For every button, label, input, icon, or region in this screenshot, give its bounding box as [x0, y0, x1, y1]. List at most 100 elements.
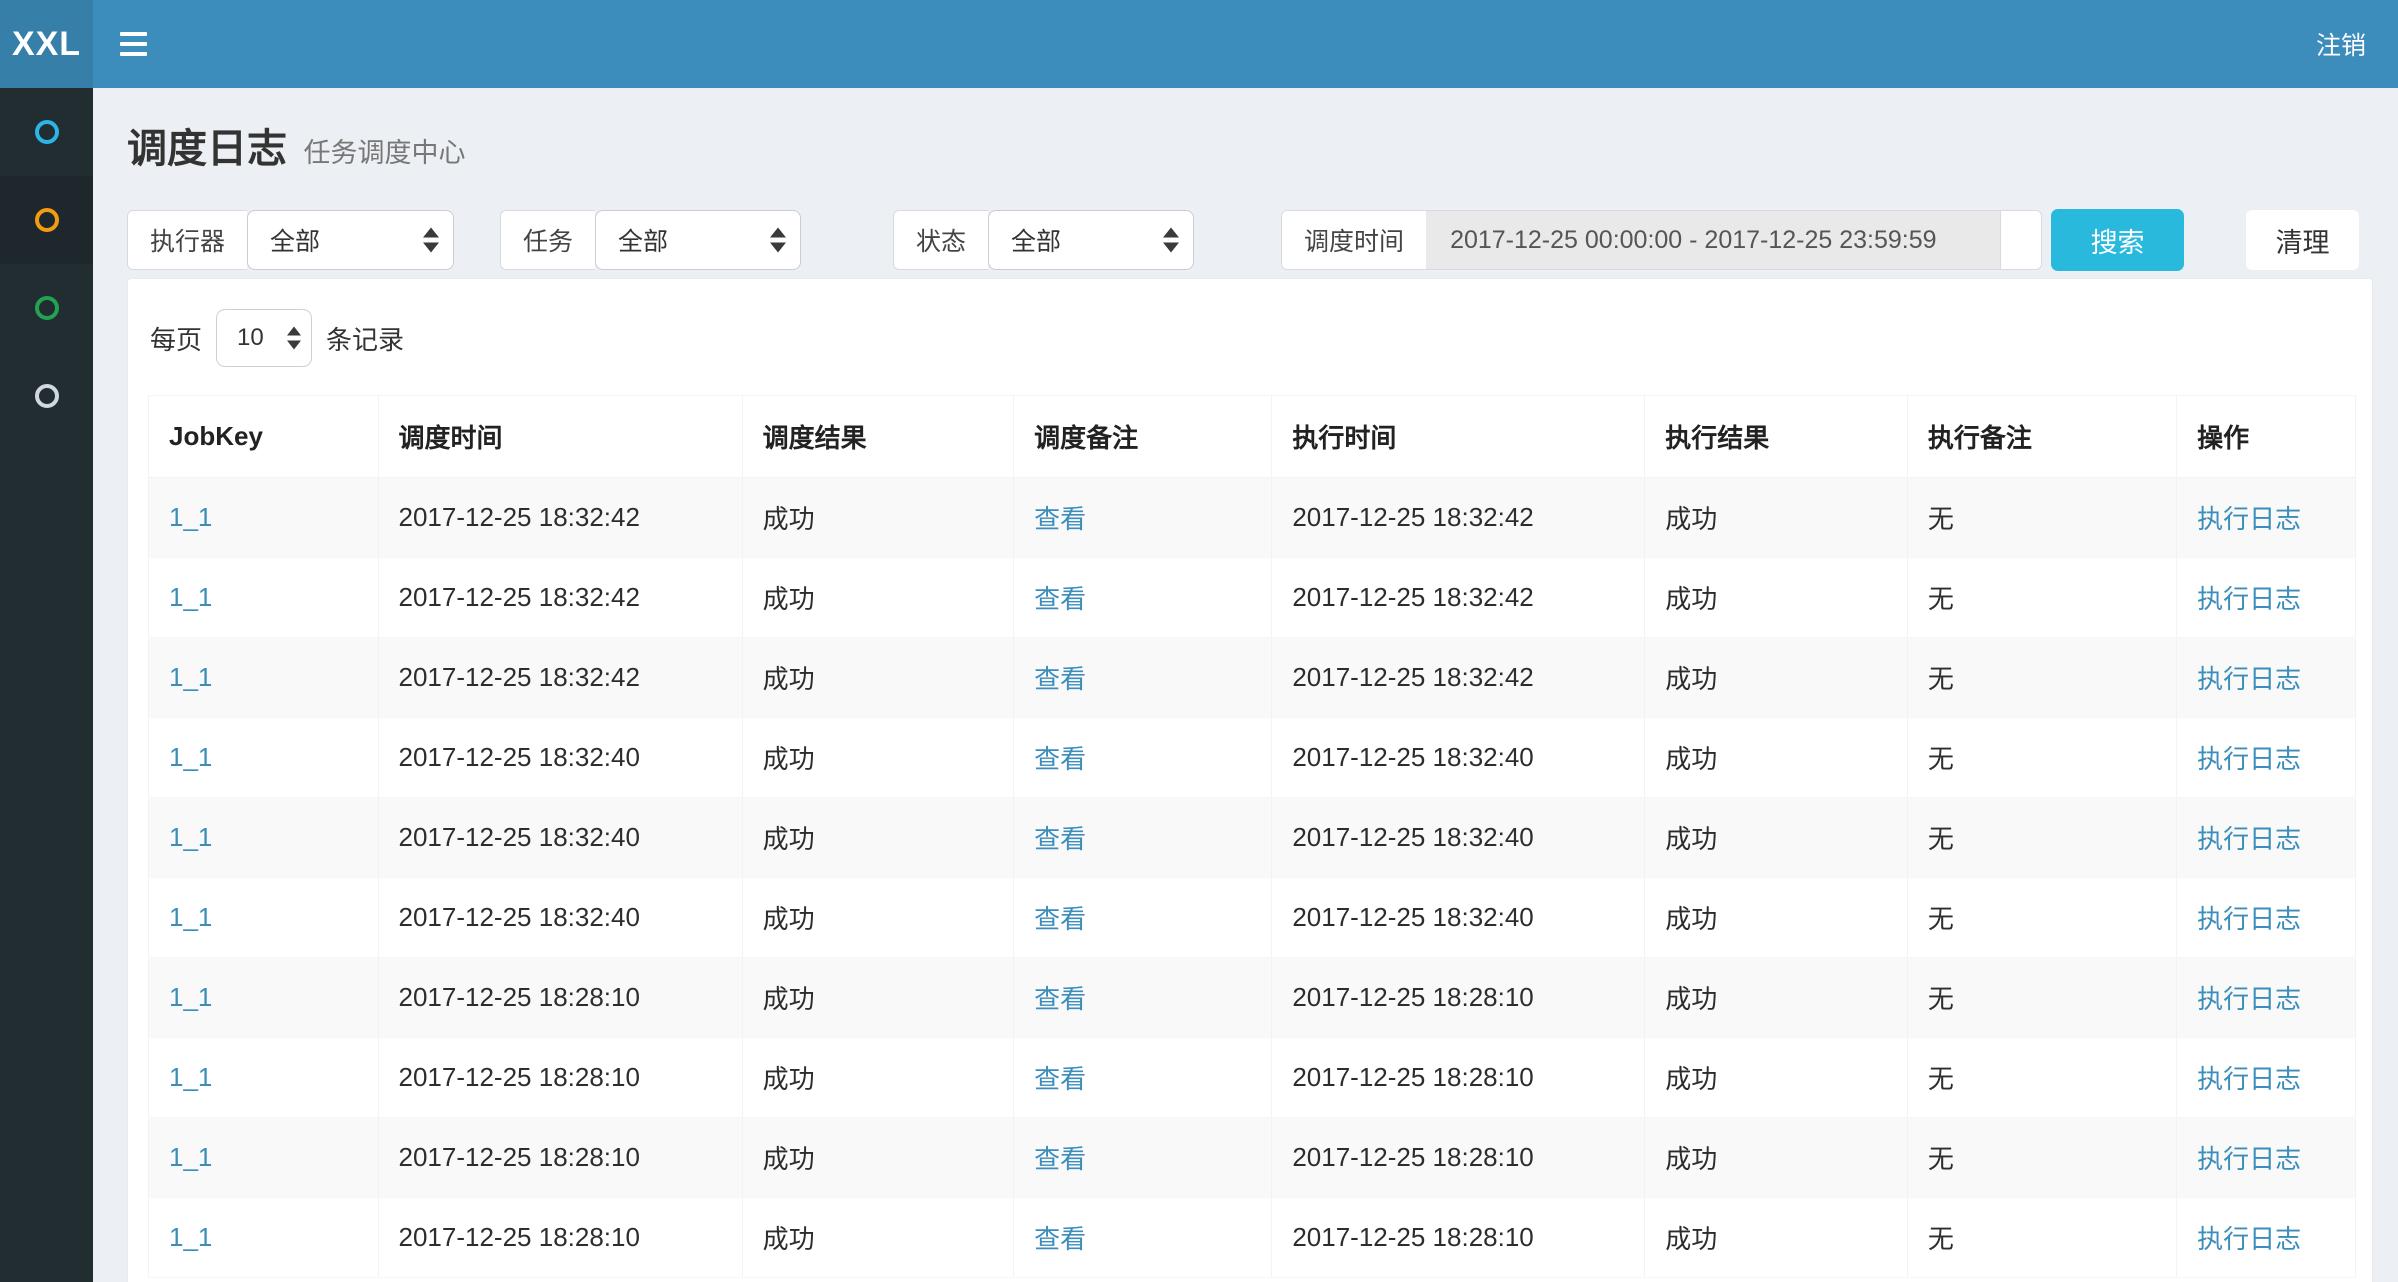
cell-handle-time: 2017-12-25 18:32:42: [1271, 637, 1646, 718]
sidebar-item-menu-1[interactable]: [0, 88, 93, 176]
jobkey-link[interactable]: 1_1: [169, 582, 213, 612]
cell-handle-result: 成功: [1644, 477, 1908, 558]
schedule-log-table: JobKey 调度时间 调度结果 调度备注 执行时间 执行结果 执行备注 操作 1_1 2017…: [148, 395, 2356, 1278]
logout-link[interactable]: 注销: [2315, 32, 2366, 60]
page-header: 调度日志 任务调度中心: [127, 116, 2373, 174]
cell-handle-time: 2017-12-25 18:28:10: [1271, 1197, 1646, 1278]
cell-trigger-result: 成功: [742, 1197, 1015, 1278]
cell-action: 执行日志: [2176, 797, 2356, 878]
action-link[interactable]: 执行日志: [2197, 984, 2302, 1014]
jobkey-link[interactable]: 1_1: [169, 662, 213, 692]
action-link[interactable]: 执行日志: [2197, 504, 2302, 534]
page-length-control: 每页 10 条记录: [150, 309, 2352, 367]
page-length-select[interactable]: 10: [216, 309, 313, 367]
job-select-value: 全部: [618, 228, 669, 256]
cell-handle-time: 2017-12-25 18:32:42: [1271, 477, 1646, 558]
clear-button[interactable]: 清理: [2245, 209, 2361, 271]
cell-trigger-time: 2017-12-25 18:32:40: [378, 717, 743, 798]
trigger-msg-link[interactable]: 查看: [1034, 1064, 1087, 1094]
action-link[interactable]: 执行日志: [2197, 744, 2302, 774]
search-button[interactable]: 搜索: [2051, 209, 2185, 271]
table-row: 1_1 2017-12-25 18:28:10 成功 查看 2017-12-25 18:…: [148, 1197, 2356, 1278]
table-row: 1_1 2017-12-25 18:28:10 成功 查看 2017-12-25 18:…: [148, 957, 2356, 1038]
jobkey-link[interactable]: 1_1: [169, 982, 213, 1012]
cell-handle-msg: 无: [1907, 957, 2178, 1038]
trigger-msg-link[interactable]: 查看: [1034, 664, 1087, 694]
cell-jobkey: 1_1: [148, 1197, 379, 1278]
page-length-prefix: 每页: [150, 324, 203, 355]
column-header-7: 操作: [2176, 395, 2356, 478]
cell-handle-result: 成功: [1644, 797, 1908, 878]
column-header-2: 调度结果: [742, 395, 1015, 478]
jobkey-link[interactable]: 1_1: [169, 502, 213, 532]
main-content: 调度日志 任务调度中心 执行器 全部 任务 全部 状态: [93, 88, 2398, 1282]
executor-select[interactable]: 全部: [247, 210, 455, 270]
cell-trigger-time: 2017-12-25 18:28:10: [378, 1037, 743, 1118]
sidebar-item-menu-2[interactable]: [0, 176, 93, 264]
executor-filter-group: 执行器 全部: [127, 210, 455, 270]
cell-trigger-result: 成功: [742, 477, 1015, 558]
cell-handle-msg: 无: [1907, 557, 2178, 638]
sidebar-item-menu-4[interactable]: [0, 352, 93, 440]
status-select[interactable]: 全部: [988, 210, 1195, 270]
column-header-4: 执行时间: [1271, 395, 1646, 478]
action-link[interactable]: 执行日志: [2197, 824, 2302, 854]
cell-trigger-result: 成功: [742, 1117, 1015, 1198]
sidebar-toggle-button[interactable]: [93, 0, 173, 88]
cell-action: 执行日志: [2176, 477, 2356, 558]
cell-handle-msg: 无: [1907, 877, 2178, 958]
cell-handle-msg: 无: [1907, 637, 2178, 718]
status-filter-label: 状态: [893, 210, 989, 270]
trigger-msg-link[interactable]: 查看: [1034, 744, 1087, 774]
trigger-msg-link[interactable]: 查看: [1034, 584, 1087, 614]
circle-o-icon: [34, 384, 59, 408]
job-select[interactable]: 全部: [595, 210, 802, 270]
action-link[interactable]: 执行日志: [2197, 1064, 2302, 1094]
trigger-msg-link[interactable]: 查看: [1034, 824, 1087, 854]
cell-handle-msg: 无: [1907, 1197, 2178, 1278]
action-link[interactable]: 执行日志: [2197, 584, 2302, 614]
action-link[interactable]: 执行日志: [2197, 904, 2302, 934]
jobkey-link[interactable]: 1_1: [169, 1142, 213, 1172]
sidebar-item-menu-3[interactable]: [0, 264, 93, 352]
trigger-msg-link[interactable]: 查看: [1034, 984, 1087, 1014]
cell-trigger-result: 成功: [742, 957, 1015, 1038]
jobkey-link[interactable]: 1_1: [169, 822, 213, 852]
cell-trigger-time: 2017-12-25 18:32:42: [378, 477, 743, 558]
cell-handle-result: 成功: [1644, 557, 1908, 638]
jobkey-link[interactable]: 1_1: [169, 742, 213, 772]
page-length-suffix: 条记录: [326, 324, 405, 355]
cell-trigger-time: 2017-12-25 18:28:10: [378, 957, 743, 1038]
cell-handle-time: 2017-12-25 18:32:42: [1271, 557, 1646, 638]
cell-jobkey: 1_1: [148, 1037, 379, 1118]
cell-jobkey: 1_1: [148, 877, 379, 958]
action-link[interactable]: 执行日志: [2197, 1144, 2302, 1174]
cell-trigger-time: 2017-12-25 18:32:42: [378, 557, 743, 638]
cell-trigger-time: 2017-12-25 18:28:10: [378, 1117, 743, 1198]
cell-trigger-msg: 查看: [1013, 797, 1273, 878]
cell-action: 执行日志: [2176, 1117, 2356, 1198]
cell-action: 执行日志: [2176, 1037, 2356, 1118]
trigger-msg-link[interactable]: 查看: [1034, 1224, 1087, 1254]
cell-trigger-msg: 查看: [1013, 637, 1273, 718]
cell-handle-time: 2017-12-25 18:32:40: [1271, 877, 1646, 958]
trigger-msg-link[interactable]: 查看: [1034, 504, 1087, 534]
action-link[interactable]: 执行日志: [2197, 664, 2302, 694]
jobkey-link[interactable]: 1_1: [169, 902, 213, 932]
action-link[interactable]: 执行日志: [2197, 1224, 2302, 1254]
table-row: 1_1 2017-12-25 18:32:42 成功 查看 2017-12-25 18:…: [148, 477, 2356, 558]
trigger-time-range-input[interactable]: 2017-12-25 00:00:00 - 2017-12-25 23:59:5…: [1426, 210, 2002, 270]
trigger-msg-link[interactable]: 查看: [1034, 904, 1087, 934]
jobkey-link[interactable]: 1_1: [169, 1222, 213, 1252]
circle-o-icon: [34, 120, 59, 144]
cell-trigger-msg: 查看: [1013, 1117, 1273, 1198]
filter-toolbar: 执行器 全部 任务 全部 状态 全部: [127, 208, 2373, 272]
cell-handle-result: 成功: [1644, 717, 1908, 798]
executor-filter-label: 执行器: [127, 210, 248, 270]
cell-handle-msg: 无: [1907, 717, 2178, 798]
jobkey-link[interactable]: 1_1: [169, 1062, 213, 1092]
app-logo[interactable]: XXL: [0, 0, 93, 88]
executor-select-value: 全部: [270, 228, 321, 256]
trigger-msg-link[interactable]: 查看: [1034, 1144, 1087, 1174]
circle-o-icon: [34, 296, 59, 320]
